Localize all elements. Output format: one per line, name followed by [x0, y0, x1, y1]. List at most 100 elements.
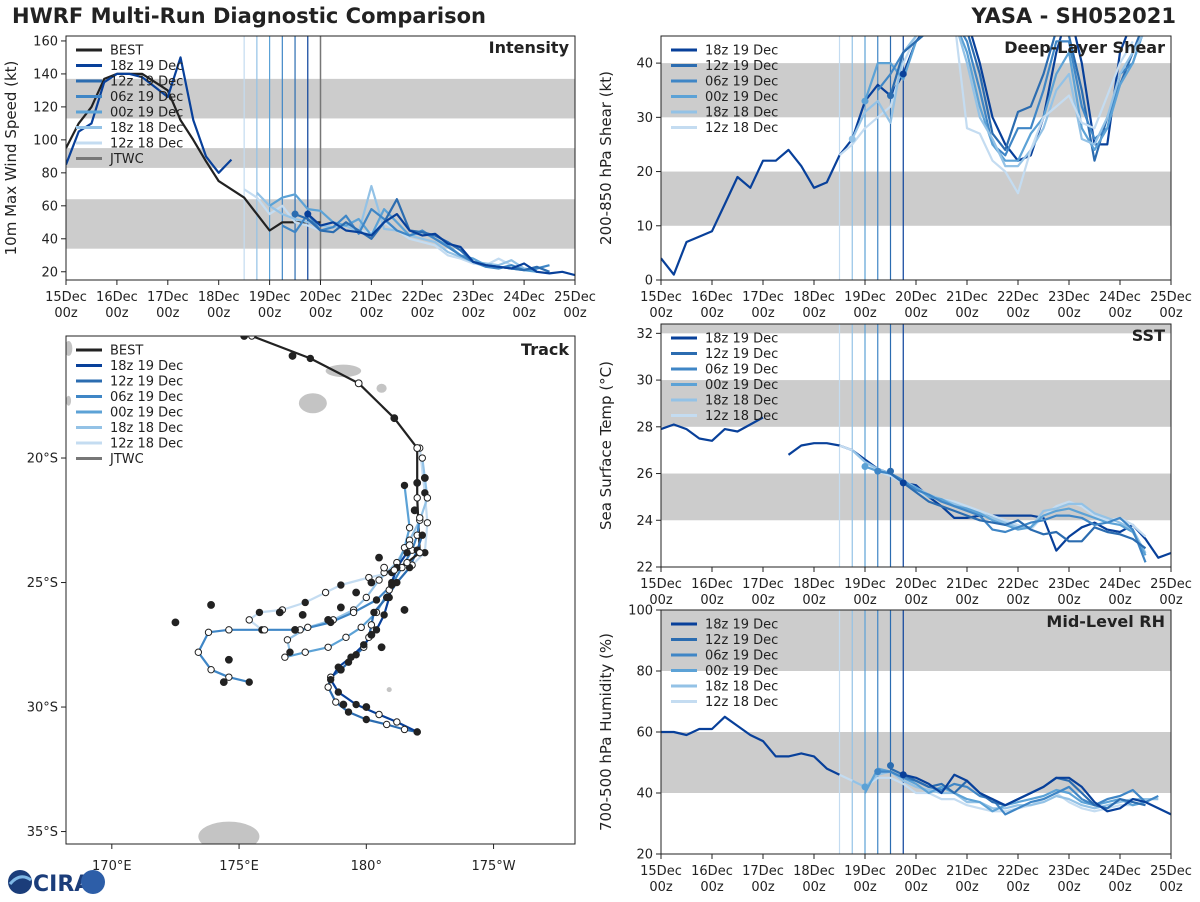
track-point [416, 548, 424, 557]
track-dot [171, 618, 180, 627]
track-dot [405, 541, 414, 550]
xtick-label-day: 19Dec [844, 290, 886, 305]
legend-label: 18z 19 Dec [705, 332, 778, 347]
legend-label: 12z 19 Dec [110, 375, 183, 390]
xtick-label-hour: 00z [1159, 306, 1183, 321]
marker-3 [899, 771, 907, 779]
track-dot [336, 603, 345, 612]
plot-area [66, 36, 575, 280]
series-18z-19-Dec-0 [661, 715, 840, 776]
legend-label: 12z 19 Dec [705, 633, 778, 648]
xtick-label-hour: 00z [904, 593, 928, 608]
xtick-label-day: 24Dec [1099, 290, 1141, 305]
xtick-label-day: 23Dec [452, 290, 494, 305]
panel-title: Mid-Level RH [1046, 612, 1165, 631]
track-dot [354, 379, 363, 388]
legend-label: 12z 18 Dec [110, 437, 183, 452]
track-point [347, 653, 355, 661]
map-area [66, 336, 432, 844]
legend-label: 18z 19 Dec [705, 44, 778, 59]
track-point [326, 675, 335, 684]
marker-3 [899, 70, 907, 78]
xtick-label-day: 21Dec [351, 290, 393, 305]
xtick-label-day: 22Dec [997, 290, 1039, 305]
legend-label: BEST [110, 44, 143, 59]
track-point [344, 708, 353, 716]
track-dot [420, 474, 429, 482]
track-point [332, 698, 340, 706]
marker-2 [887, 92, 894, 100]
track-point [418, 454, 426, 462]
track-dot [224, 655, 233, 664]
ytick-label: 100 [628, 604, 653, 619]
ytick-label: 20 [636, 165, 653, 180]
ytick-label: 60 [41, 199, 58, 214]
marker-1 [304, 210, 312, 218]
track-point [380, 611, 388, 619]
legend-label: 00z 19 Dec [110, 106, 183, 121]
xtick-label-day: 16Dec [96, 290, 138, 305]
xtick-label-hour: 00z [1006, 306, 1030, 321]
track-point [245, 678, 253, 686]
track-point [352, 700, 360, 709]
track-point [342, 633, 350, 642]
xtick-label-hour: 00z [512, 306, 536, 321]
xtick-label-hour: 00z [54, 306, 78, 321]
series-12z-18-Dec-2 [839, 444, 1147, 538]
track-point [337, 581, 345, 589]
land-kermadec [386, 687, 392, 693]
ytick-label: 0 [645, 274, 653, 289]
xtick-label-day: 18Dec [793, 864, 835, 879]
xtick-label-day: 21Dec [946, 290, 988, 305]
legend-label: 18z 18 Dec [705, 680, 778, 695]
panel-sst: 22242628303215Dec00z16Dec00z17Dec00z18De… [597, 323, 1192, 608]
track-point [306, 354, 315, 363]
xtick-label-day: 19Dec [844, 864, 886, 879]
track-point [225, 673, 233, 681]
track-point [367, 621, 376, 629]
xtick-label-hour: 00z [309, 306, 333, 321]
track-point [245, 616, 253, 624]
xtick-label-day: 20Dec [895, 864, 937, 879]
xtick-label-day: 22Dec [997, 577, 1039, 592]
series-18z-19-Dec-0 [661, 416, 764, 442]
legend-label: 12z 19 Dec [705, 59, 778, 74]
marker-1 [874, 467, 882, 475]
xtick-label-hour: 00z [1108, 306, 1132, 321]
track-point [360, 641, 368, 649]
track-point [393, 718, 401, 726]
track-point [423, 519, 432, 527]
ytick-label: 30°S [27, 701, 58, 716]
track-point [357, 623, 365, 632]
track-dot [367, 578, 376, 587]
track-BEST-0 [246, 336, 421, 553]
track-dot [291, 625, 299, 634]
ytick-label: 80 [41, 166, 58, 181]
track-point [372, 596, 381, 604]
legend-label: 06z 19 Dec [705, 363, 778, 378]
track-point [385, 593, 393, 602]
legend-label: 12z 19 Dec [110, 75, 183, 90]
xtick-label-day: 24Dec [503, 290, 545, 305]
track-dot [339, 700, 348, 709]
xtick-label: 175°W [471, 859, 515, 874]
xtick-label-day: 21Dec [946, 864, 988, 879]
land-fiji-east [376, 383, 387, 393]
xtick-label-hour: 00z [156, 306, 180, 321]
ytick-label: 20 [41, 265, 58, 280]
series-18z-19-Dec-6 [970, 36, 1128, 162]
track-point [382, 720, 391, 729]
ytick-label: 20 [636, 848, 653, 863]
storm-id: YASA - SH052021 [971, 4, 1176, 28]
marker-0 [861, 463, 869, 471]
xtick-label-day: 25Dec [1150, 290, 1192, 305]
legend-label: 18z 18 Dec [705, 394, 778, 409]
xtick-label-hour: 00z [649, 306, 673, 321]
series-18z-19-Dec-6 [307, 213, 575, 277]
land-vanuatu-mid [66, 395, 72, 406]
marker-0 [291, 210, 299, 218]
series-18z-18-Dec-10 [957, 36, 1144, 168]
legend-label: JTWC [109, 152, 144, 167]
